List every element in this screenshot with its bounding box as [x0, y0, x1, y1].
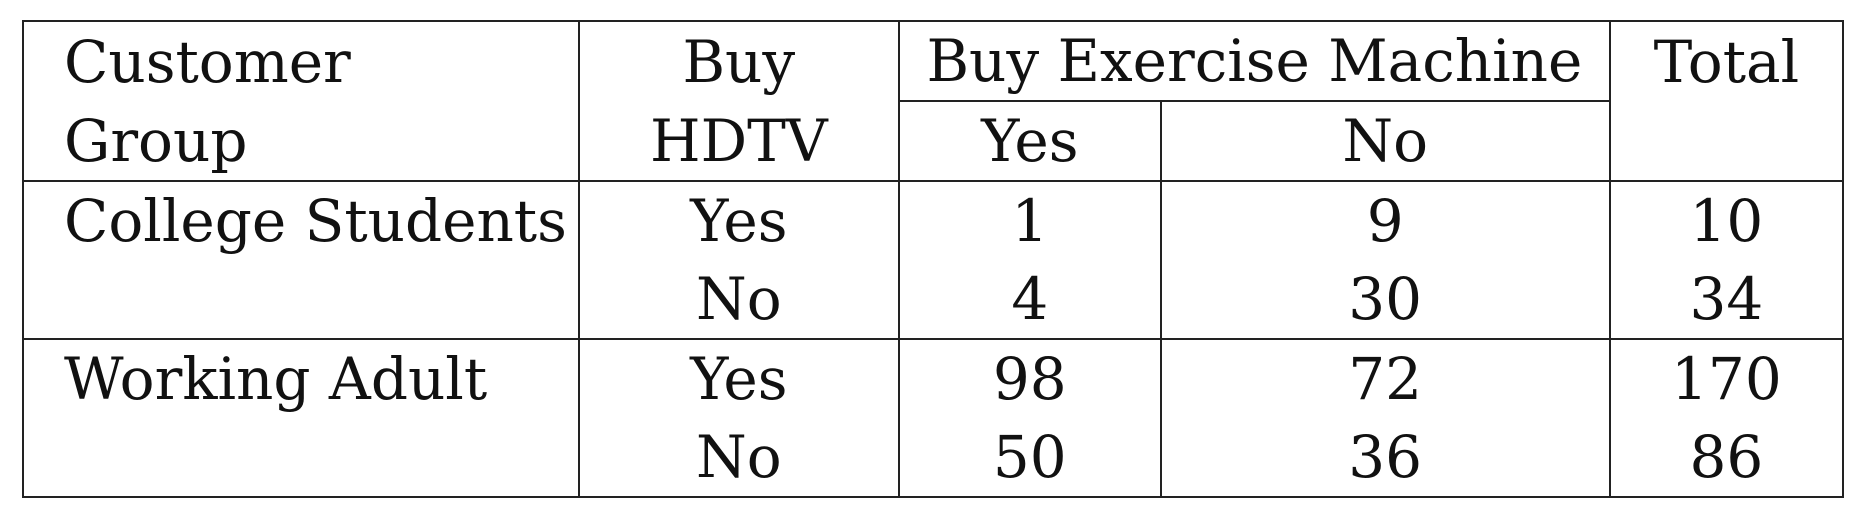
header-yes: Yes — [898, 100, 1162, 182]
header-total: Total — [1608, 20, 1845, 101]
buy-hdtv-cell: No — [577, 418, 901, 498]
header-total-empty — [1608, 101, 1845, 182]
header-customer-group-line2: Group — [22, 101, 580, 182]
header-no: No — [1159, 100, 1611, 182]
customer-group-cell: College Students — [22, 180, 580, 260]
machine-yes-cell: 98 — [898, 338, 1162, 418]
customer-group-cell — [22, 260, 580, 339]
header-row-1: Customer Buy Buy Exercise Machine Total — [22, 20, 1845, 101]
machine-yes-cell: 50 — [898, 418, 1162, 498]
total-cell: 34 — [1608, 260, 1845, 339]
table-row: No 4 30 34 — [22, 260, 1845, 339]
machine-yes-cell: 1 — [898, 180, 1162, 260]
table-row: College Students Yes 1 9 10 — [22, 180, 1845, 260]
total-cell: 170 — [1608, 338, 1845, 418]
machine-yes-cell: 4 — [898, 260, 1162, 339]
customer-group-cell — [22, 418, 580, 498]
table-row: Working Adult Yes 98 72 170 — [22, 338, 1845, 418]
machine-no-cell: 30 — [1159, 260, 1611, 339]
buy-hdtv-cell: Yes — [577, 180, 901, 260]
buy-hdtv-cell: No — [577, 260, 901, 339]
header-row-2: Group HDTV Yes No — [22, 100, 1845, 182]
total-cell: 86 — [1608, 418, 1845, 498]
machine-no-cell: 72 — [1159, 338, 1611, 418]
contingency-table: Customer Buy Buy Exercise Machine Total … — [22, 20, 1845, 498]
machine-no-cell: 9 — [1159, 180, 1611, 260]
table-row: No 50 36 86 — [22, 418, 1845, 498]
header-buy-hdtv-line2: HDTV — [577, 101, 901, 182]
header-buy-hdtv-line1: Buy — [577, 20, 901, 101]
buy-hdtv-cell: Yes — [577, 338, 901, 418]
total-cell: 10 — [1608, 180, 1845, 260]
machine-no-cell: 36 — [1159, 418, 1611, 498]
header-customer-group-line1: Customer — [22, 20, 580, 101]
header-buy-exercise-machine: Buy Exercise Machine — [898, 20, 1611, 101]
contingency-table-container: Customer Buy Buy Exercise Machine Total … — [22, 20, 1845, 498]
customer-group-cell: Working Adult — [22, 338, 580, 418]
